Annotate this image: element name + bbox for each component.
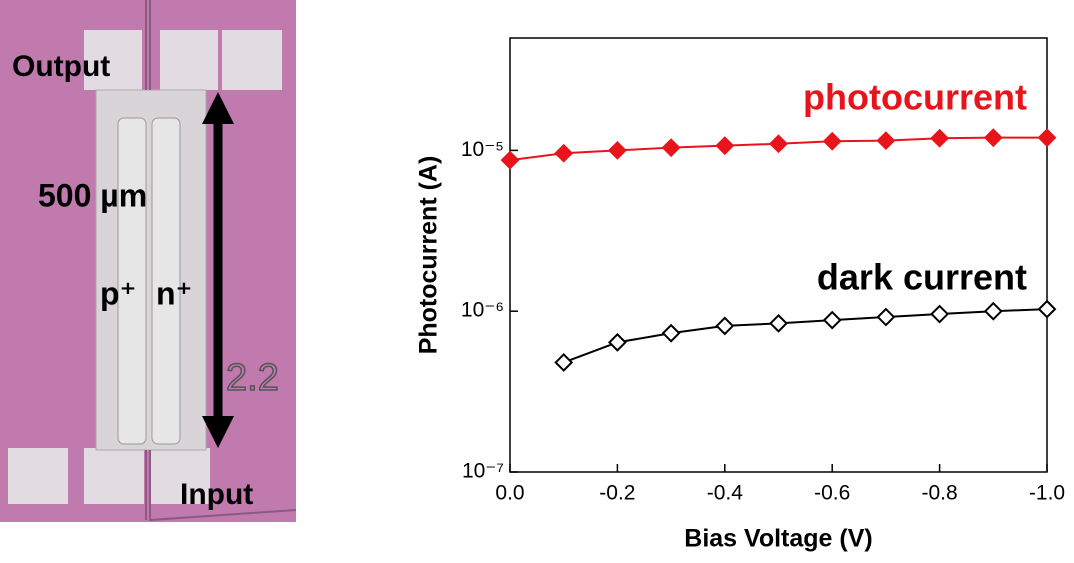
input-label: Input: [180, 478, 253, 511]
marker: [715, 316, 735, 336]
marker: [822, 310, 842, 330]
pad: [84, 448, 144, 504]
x-tick-label: -0.6: [814, 482, 850, 505]
x-axis-label: Bias Voltage (V): [684, 525, 872, 553]
marker: [1037, 128, 1057, 148]
plot-frame: [509, 37, 1048, 473]
y-tick-label: 10⁻⁷: [462, 460, 504, 483]
x-tick-label: 0.0: [495, 482, 524, 505]
marker: [930, 304, 950, 324]
marker: [607, 332, 627, 352]
x-tick-label: -1.0: [1029, 482, 1065, 505]
marker: [876, 307, 896, 327]
y-tick-label: 10⁻⁶: [461, 299, 504, 322]
p-label: p⁺: [100, 275, 136, 311]
pad: [150, 448, 210, 504]
marker: [661, 323, 681, 343]
x-tick-label: -0.4: [707, 482, 744, 505]
series-label: photocurrent: [803, 77, 1027, 118]
n-label: n⁺: [156, 275, 192, 311]
marker: [715, 136, 735, 156]
length-label: 500 µm: [38, 177, 147, 213]
marker: [607, 140, 627, 160]
x-tick-label: -0.2: [599, 482, 635, 505]
y-axis-label: Photocurrent (A): [415, 156, 443, 355]
y-tick-label: 10⁻⁵: [461, 138, 504, 161]
marker: [661, 138, 681, 158]
marker: [983, 128, 1003, 148]
n-region: [151, 117, 181, 445]
output-label: Output: [12, 50, 110, 83]
chip-id: 2.2: [226, 357, 279, 399]
series-label: dark current: [817, 257, 1027, 298]
pad: [222, 30, 282, 90]
waveguide: [145, 0, 297, 522]
micrograph: Output 500 µm p⁺ n⁺ Input 2.2: [0, 0, 297, 522]
pad: [84, 30, 142, 90]
marker: [876, 131, 896, 151]
marker: [822, 131, 842, 151]
x-tick-label: -0.8: [922, 482, 958, 505]
arrow-head: [202, 416, 234, 448]
marker: [500, 150, 520, 170]
marker: [769, 134, 788, 154]
pad: [160, 30, 218, 90]
device: [95, 89, 207, 451]
marker: [930, 128, 950, 148]
marker: [769, 313, 788, 333]
series-line: [563, 308, 1048, 364]
p-region: [117, 117, 147, 445]
arrow-head: [202, 92, 234, 124]
marker: [1037, 299, 1057, 319]
pad: [8, 448, 68, 504]
marker: [983, 301, 1003, 321]
marker: [554, 353, 574, 372]
marker: [554, 143, 574, 163]
